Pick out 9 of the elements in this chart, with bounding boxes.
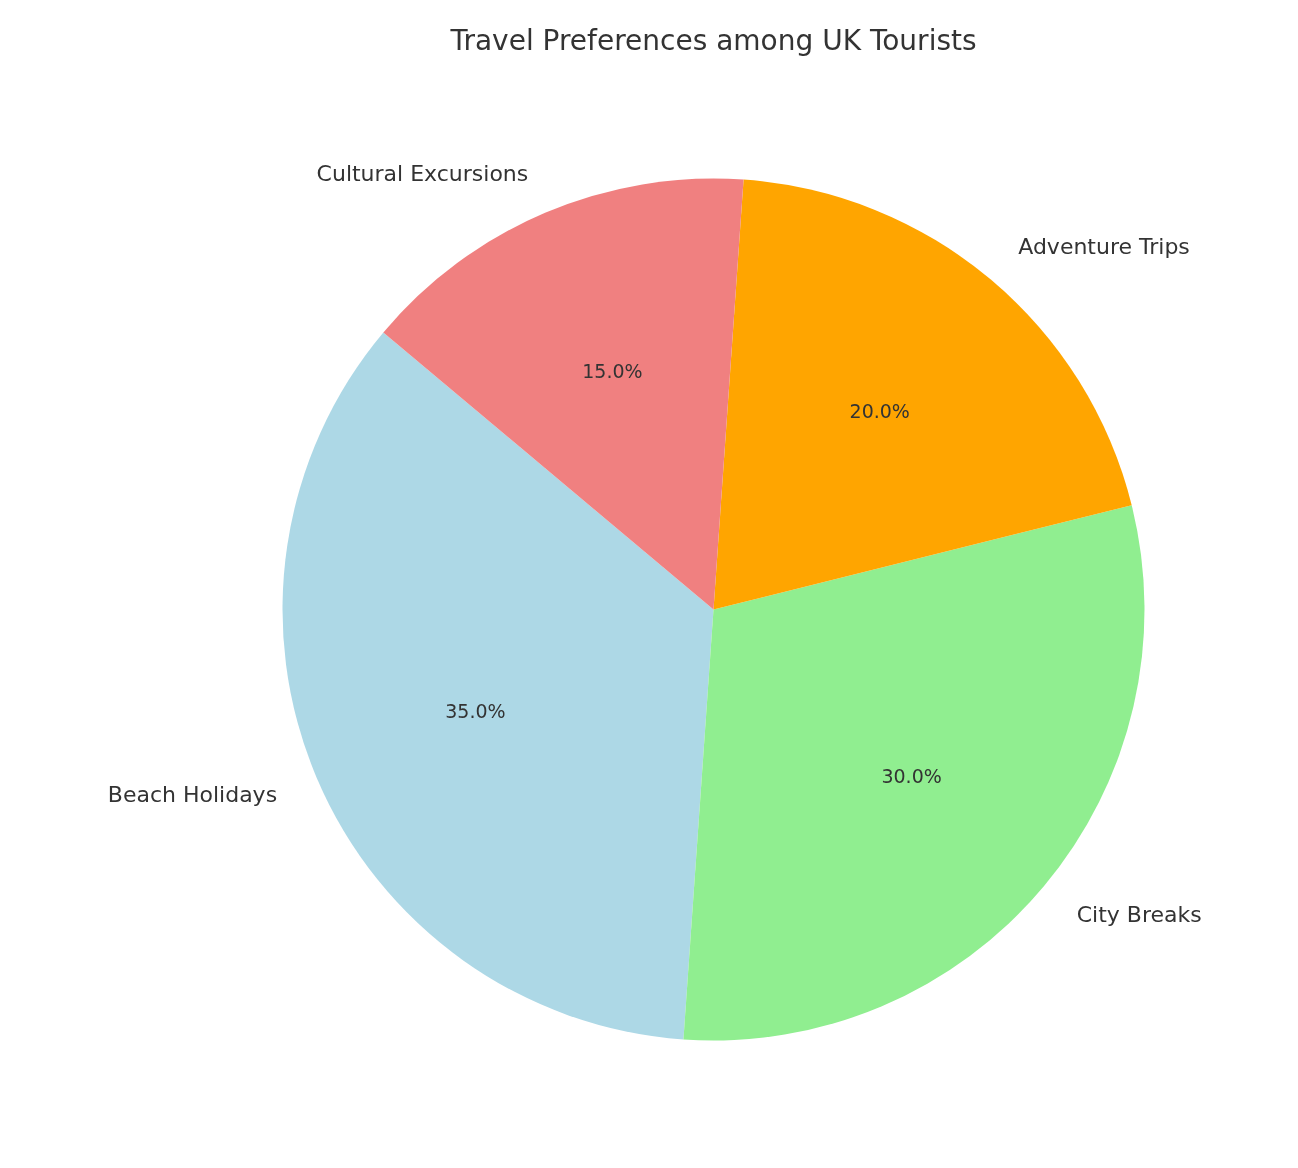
- data-label: 35.0%: [445, 699, 506, 722]
- slice-label: Adventure Trips: [1018, 233, 1190, 259]
- slice-label: Beach Holidays: [107, 782, 278, 808]
- chart-title: Travel Preferences among UK Tourists: [449, 24, 977, 57]
- data-label: 15.0%: [582, 360, 643, 383]
- data-label: 30.0%: [881, 764, 942, 787]
- slice-label: Cultural Excursions: [316, 160, 529, 186]
- slice-label: City Breaks: [1076, 901, 1202, 927]
- data-label: 20.0%: [849, 400, 910, 423]
